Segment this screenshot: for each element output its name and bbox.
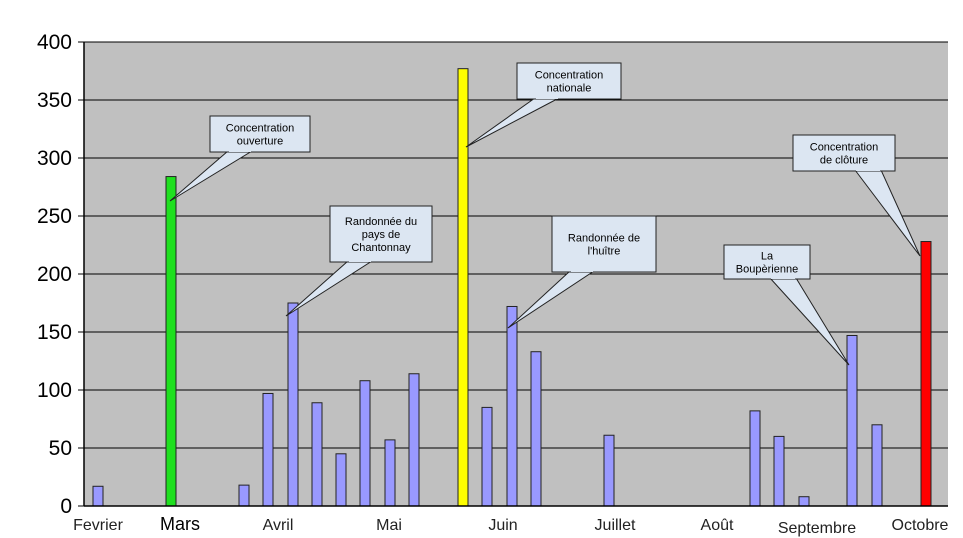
- y-tick-label: 150: [37, 321, 72, 344]
- callout-box: [329, 205, 433, 263]
- bar-1: [165, 176, 177, 507]
- bar-4: [287, 302, 299, 507]
- bar-13: [530, 351, 542, 507]
- callout-box: [551, 215, 657, 273]
- y-tick-label: 100: [37, 379, 72, 402]
- bar-10: [457, 68, 469, 507]
- bar-7: [359, 380, 371, 507]
- callout-box: [516, 62, 622, 100]
- bar-3: [262, 392, 274, 507]
- bar-18: [846, 334, 858, 507]
- callout-text: l'huître: [588, 246, 621, 258]
- callout-3: Randonnée del'huître: [507, 215, 657, 329]
- x-tick-label: Juin: [488, 517, 517, 534]
- x-tick-label: Août: [701, 517, 734, 534]
- x-tick-label: Octobre: [892, 517, 949, 534]
- y-tick-label: 400: [37, 31, 72, 54]
- y-tick-label: 250: [37, 205, 72, 228]
- callout-text: Boupèrienne: [736, 264, 798, 276]
- y-tick-label: 50: [49, 437, 72, 460]
- callout-text: nationale: [547, 83, 592, 95]
- callout-box: [723, 244, 811, 280]
- callout-text: Randonnée du: [345, 216, 417, 228]
- bar-11: [481, 406, 493, 507]
- callout-text: La: [761, 251, 774, 263]
- bar-17: [798, 496, 810, 507]
- bar-15: [749, 410, 761, 507]
- callout-text: Concentration: [535, 70, 604, 82]
- bar-0: [92, 485, 104, 507]
- y-tick-label: 200: [37, 263, 72, 286]
- bar-19: [871, 424, 883, 507]
- axes: 0 50 100 150 200 250 300 350 400 Fevrier Mars Avril…: [37, 31, 949, 537]
- x-tick-label: Septembre: [778, 520, 856, 537]
- y-tick-label: 300: [37, 147, 72, 170]
- callout-box: [209, 115, 311, 153]
- x-tick-label: Mars: [160, 514, 200, 534]
- bar-6: [335, 453, 347, 507]
- callout-text: Randonnée de: [568, 233, 640, 245]
- bar-9: [408, 373, 420, 507]
- x-tick-label: Juillet: [595, 517, 636, 534]
- callout-text: Chantonnay: [351, 242, 411, 254]
- bar-14: [603, 434, 615, 507]
- bar-5: [311, 402, 323, 507]
- x-tick-label: Fevrier: [73, 517, 123, 534]
- bar-16: [773, 435, 785, 507]
- callout-text: Concentration: [226, 123, 295, 135]
- bars: [92, 68, 932, 507]
- x-tick-label: Mai: [376, 517, 402, 534]
- bar-12: [506, 305, 518, 507]
- callout-box: [792, 134, 896, 172]
- bar-8: [384, 439, 396, 507]
- bar-20: [920, 241, 932, 507]
- callout-text: Concentration: [810, 142, 879, 154]
- callout-text: ouverture: [237, 136, 283, 148]
- x-tick-label: Avril: [263, 517, 294, 534]
- bar-2: [238, 484, 250, 507]
- callout-text: pays de: [362, 229, 401, 241]
- y-tick-label: 350: [37, 89, 72, 112]
- y-tick-label: 0: [60, 495, 72, 518]
- callout-text: de clôture: [820, 155, 868, 167]
